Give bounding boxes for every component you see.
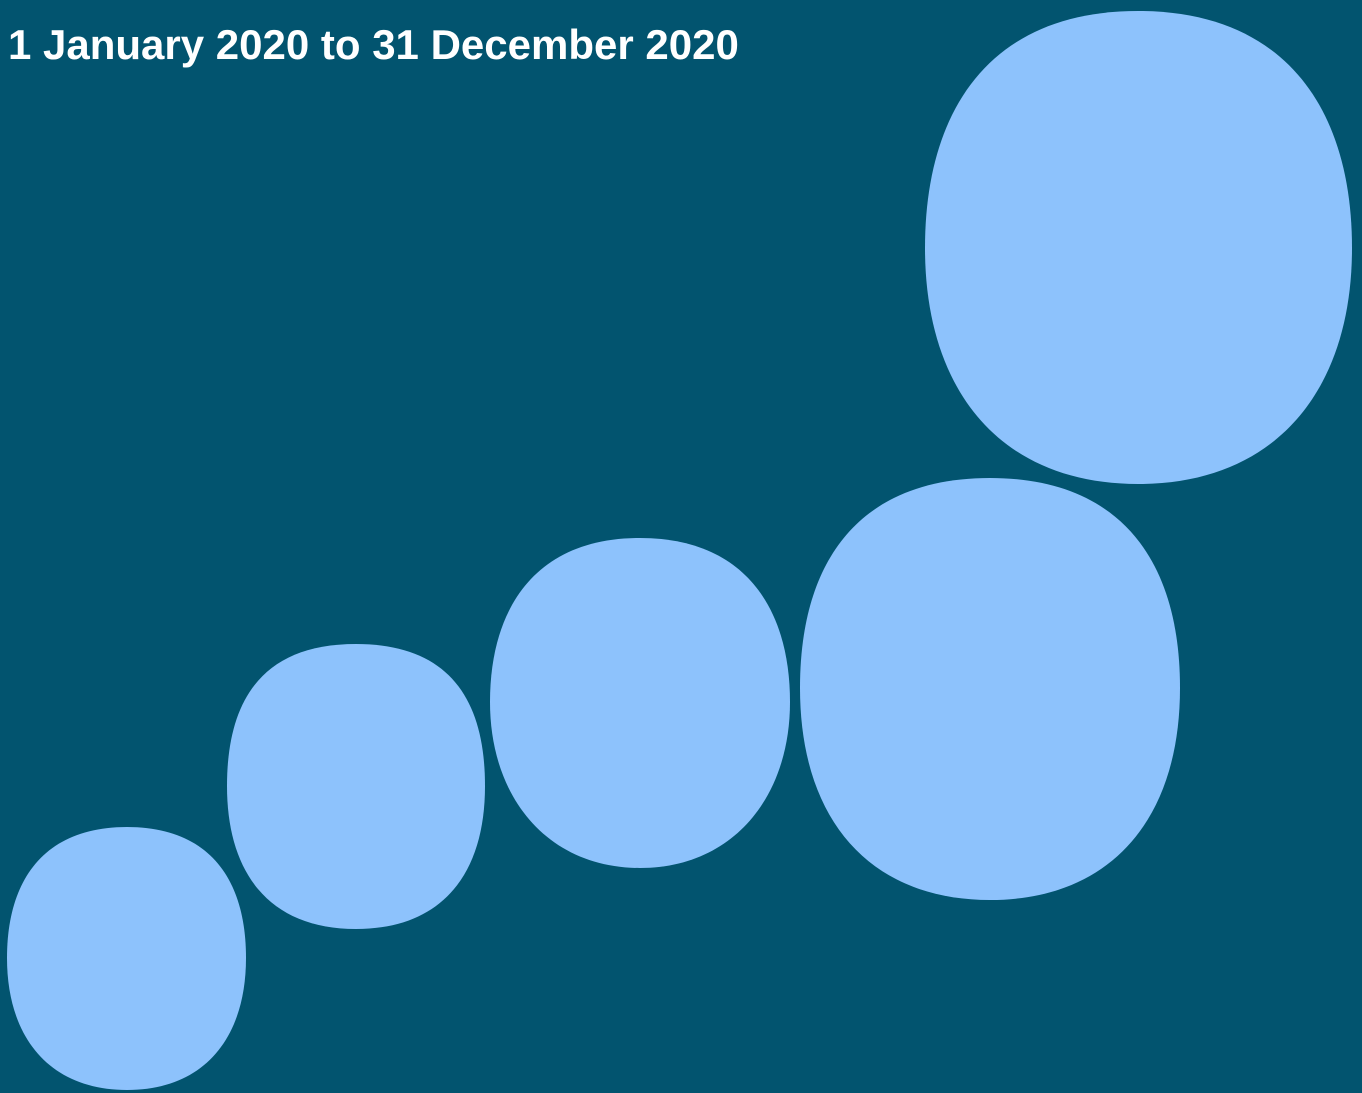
squircle-icon xyxy=(925,11,1352,484)
squircle-icon xyxy=(227,644,485,929)
squircle-icon xyxy=(800,478,1180,900)
date-range-heading: 1 January 2020 to 31 December 2020 xyxy=(8,21,739,68)
squircle-icon xyxy=(7,827,246,1090)
squircle-icon xyxy=(490,538,790,868)
